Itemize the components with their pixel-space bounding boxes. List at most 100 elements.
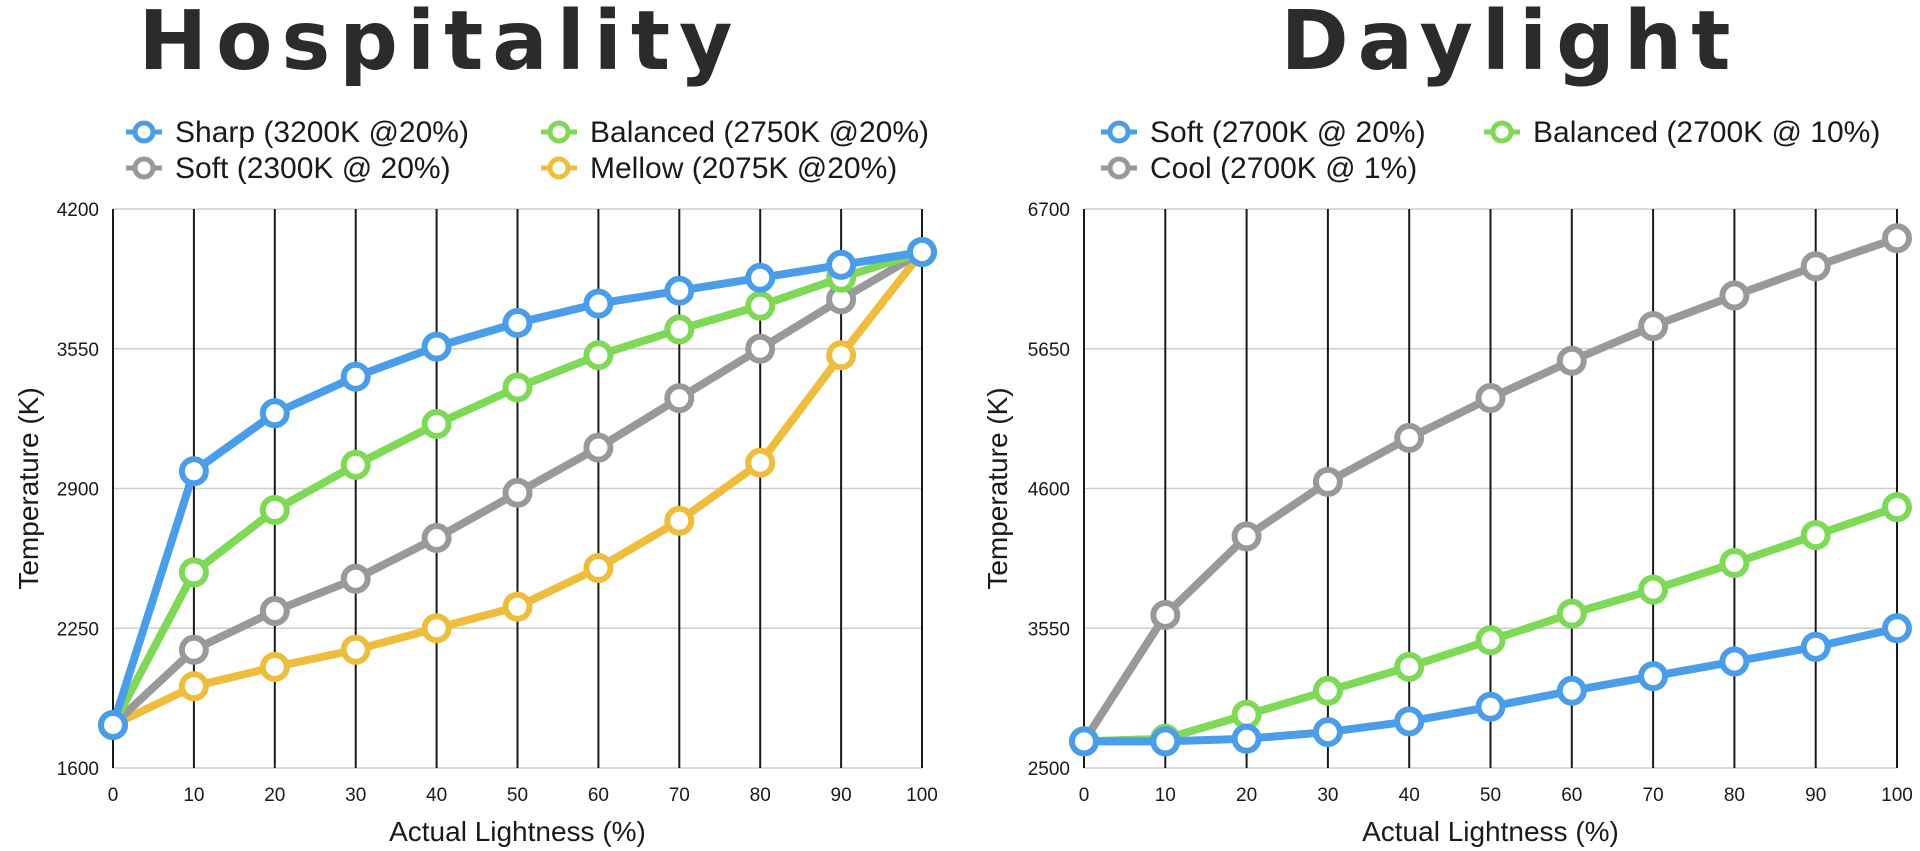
- legend-entry: Balanced (2750K @20%): [541, 116, 929, 149]
- chart-0: 1600 2250 2900 3550 4200 0 10 20 30 40 50 60 70 80 90 1…: [13, 116, 938, 847]
- legend-marker: [1107, 120, 1131, 144]
- data-point: [1394, 706, 1425, 737]
- data-point: [421, 409, 452, 439]
- data-point: [826, 249, 857, 280]
- data-point: [1638, 574, 1669, 605]
- data-point: [745, 447, 776, 478]
- data-point: [1231, 521, 1262, 552]
- y-axis-label: Temperature (K): [13, 387, 44, 589]
- legend-label: Mellow (2075K @20%): [590, 152, 897, 185]
- data-point: [583, 432, 614, 463]
- x-tick-label: 0: [1079, 785, 1090, 806]
- data-point: [502, 307, 533, 338]
- legend-marker: [1490, 120, 1514, 144]
- x-tick-label: 20: [1236, 785, 1257, 806]
- data-point: [1800, 251, 1831, 282]
- data-point: [745, 290, 776, 321]
- data-point: [1556, 598, 1587, 629]
- data-point: [421, 331, 452, 362]
- data-point: [340, 634, 371, 665]
- data-point: [1882, 613, 1912, 644]
- data-point: [1475, 625, 1506, 656]
- data-point: [421, 522, 452, 553]
- legend-label: Sharp (3200K @20%): [175, 116, 469, 149]
- x-tick-label: 90: [1805, 785, 1826, 806]
- legend-entry: Soft (2300K @ 20%): [126, 152, 451, 185]
- data-point: [1150, 599, 1181, 630]
- x-tick-label: 100: [906, 785, 938, 806]
- x-tick-label: 20: [264, 785, 285, 806]
- data-point: [178, 456, 209, 487]
- x-tick-label: 70: [669, 785, 690, 806]
- x-tick-label: 30: [345, 785, 366, 806]
- x-tick-label: 10: [1155, 785, 1176, 806]
- data-point: [1231, 723, 1262, 754]
- x-tick-label: 80: [1724, 785, 1745, 806]
- chart-title-hospitality: Hospitality: [138, 0, 742, 89]
- data-point: [421, 613, 452, 644]
- data-point: [1312, 675, 1343, 706]
- x-tick-label: 40: [426, 785, 447, 806]
- data-point: [745, 333, 776, 364]
- series-0: [1069, 613, 1912, 757]
- legend-marker: [132, 120, 156, 144]
- legend-marker: [132, 156, 156, 180]
- data-point: [826, 340, 857, 371]
- data-point: [259, 398, 290, 429]
- data-point: [1475, 691, 1506, 722]
- data-point: [259, 651, 290, 682]
- data-point: [664, 275, 695, 306]
- legend-marker: [1107, 156, 1131, 180]
- data-point: [1638, 661, 1669, 692]
- y-axis-label: Temperature (K): [982, 387, 1013, 589]
- legend-entry: Soft (2700K @ 20%): [1101, 116, 1426, 149]
- legend-label: Balanced (2750K @20%): [590, 116, 929, 149]
- legend-label: Soft (2700K @ 20%): [1150, 116, 1426, 149]
- data-point: [1231, 699, 1262, 730]
- data-point: [907, 237, 937, 267]
- legend-marker: [547, 120, 571, 144]
- x-axis-label: Actual Lightness (%): [1362, 816, 1619, 847]
- x-axis-label: Actual Lightness (%): [389, 816, 646, 847]
- x-tick-label: 50: [1480, 785, 1501, 806]
- data-point: [98, 710, 128, 740]
- x-tick-label: 10: [183, 785, 204, 806]
- data-point: [178, 557, 209, 588]
- x-tick-label: 60: [588, 785, 609, 806]
- data-point: [1475, 382, 1506, 413]
- data-point: [1800, 631, 1831, 662]
- legend-marker: [547, 156, 571, 180]
- x-tick-label: 70: [1643, 785, 1664, 806]
- x-tick-label: 0: [108, 785, 119, 806]
- data-point: [1394, 651, 1425, 682]
- data-point: [1394, 422, 1425, 453]
- y-tick-label: 4600: [1028, 480, 1070, 501]
- data-point: [340, 563, 371, 594]
- x-tick-label: 50: [507, 785, 528, 806]
- data-point: [583, 553, 614, 584]
- data-point: [1150, 726, 1181, 757]
- x-tick-label: 40: [1399, 785, 1420, 806]
- y-tick-label: 6700: [1028, 200, 1070, 221]
- data-point: [502, 372, 533, 403]
- legend-label: Balanced (2700K @ 10%): [1533, 116, 1880, 149]
- series-0: [98, 237, 937, 740]
- data-point: [502, 477, 533, 508]
- data-point: [664, 314, 695, 345]
- data-point: [340, 361, 371, 392]
- y-tick-label: 3550: [1028, 619, 1070, 640]
- y-tick-label: 1600: [57, 759, 99, 780]
- data-point: [664, 505, 695, 536]
- legend-label: Soft (2300K @ 20%): [175, 152, 451, 185]
- data-point: [583, 288, 614, 319]
- x-tick-label: 80: [750, 785, 771, 806]
- chart-1: 2500 3550 4600 5650 6700 0 10 20 30 40 50 60 70 80 90 1…: [982, 116, 1913, 847]
- x-tick-label: 100: [1881, 785, 1913, 806]
- x-tick-label: 90: [831, 785, 852, 806]
- data-point: [1800, 520, 1831, 551]
- chart-title-daylight: Daylight: [1280, 0, 1740, 89]
- data-point: [1312, 717, 1343, 748]
- y-tick-label: 2250: [57, 619, 99, 640]
- x-tick-label: 60: [1561, 785, 1582, 806]
